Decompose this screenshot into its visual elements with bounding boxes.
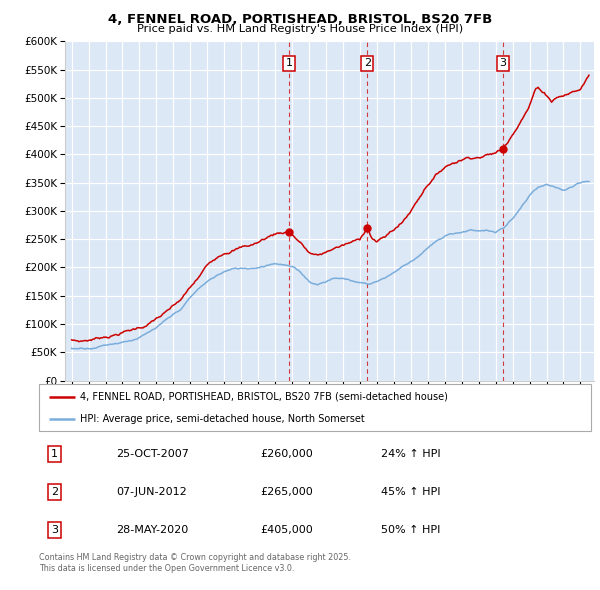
Text: £405,000: £405,000	[260, 525, 313, 535]
Text: 1: 1	[51, 450, 58, 460]
Text: 4, FENNEL ROAD, PORTISHEAD, BRISTOL, BS20 7FB (semi-detached house): 4, FENNEL ROAD, PORTISHEAD, BRISTOL, BS2…	[80, 392, 448, 402]
Text: 2: 2	[364, 58, 371, 68]
Text: 25-OCT-2007: 25-OCT-2007	[116, 450, 189, 460]
Text: Price paid vs. HM Land Registry's House Price Index (HPI): Price paid vs. HM Land Registry's House …	[137, 24, 463, 34]
Text: 2: 2	[51, 487, 58, 497]
Text: HPI: Average price, semi-detached house, North Somerset: HPI: Average price, semi-detached house,…	[80, 414, 365, 424]
Text: 50% ↑ HPI: 50% ↑ HPI	[381, 525, 440, 535]
FancyBboxPatch shape	[39, 384, 591, 431]
Text: 45% ↑ HPI: 45% ↑ HPI	[381, 487, 441, 497]
Text: 3: 3	[51, 525, 58, 535]
Text: 07-JUN-2012: 07-JUN-2012	[116, 487, 187, 497]
Text: 3: 3	[499, 58, 506, 68]
Text: 1: 1	[286, 58, 293, 68]
Text: 4, FENNEL ROAD, PORTISHEAD, BRISTOL, BS20 7FB: 4, FENNEL ROAD, PORTISHEAD, BRISTOL, BS2…	[108, 13, 492, 26]
Text: Contains HM Land Registry data © Crown copyright and database right 2025.
This d: Contains HM Land Registry data © Crown c…	[39, 553, 351, 573]
Text: £260,000: £260,000	[260, 450, 313, 460]
Text: 24% ↑ HPI: 24% ↑ HPI	[381, 450, 441, 460]
Text: 28-MAY-2020: 28-MAY-2020	[116, 525, 188, 535]
Text: £265,000: £265,000	[260, 487, 313, 497]
